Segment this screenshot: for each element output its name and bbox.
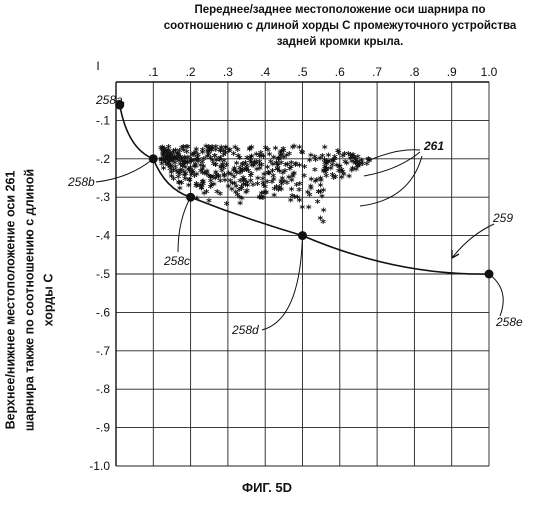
x-tick-label: .4 [260, 65, 270, 79]
corner-label: I [96, 59, 99, 73]
scatter-point: * [280, 168, 286, 181]
x-tick-label: .9 [447, 65, 457, 79]
scatter-point: * [291, 142, 297, 155]
scatter-point: * [193, 147, 199, 160]
tick-labels: .1 .2 .3 .4 .5 .6 .7 .8 .9 1.0 -.1 -.2 -.3 -.4 -.5 -.6 -… [89, 59, 497, 473]
y-tick-label: -.3 [96, 190, 110, 204]
scatter-point: * [183, 142, 189, 155]
scatter-point: * [314, 175, 320, 188]
scatter-point: * [307, 155, 313, 168]
scatter-point: * [204, 167, 210, 180]
scatter-point: * [265, 145, 271, 158]
scatter-point: * [315, 197, 321, 210]
scatter-point: * [268, 157, 274, 170]
leader-line [364, 152, 420, 176]
scatter-point: * [320, 217, 326, 230]
y-tick-label: -.2 [96, 152, 110, 166]
leader-line [262, 236, 303, 330]
scatter-point: * [210, 172, 216, 185]
scatter-point: * [186, 175, 192, 188]
scatter-point: * [159, 159, 165, 172]
scatter-point: * [243, 158, 249, 171]
scatter-point: * [213, 160, 219, 173]
x-tick-label: .6 [335, 65, 345, 79]
point-label: 258d [231, 323, 259, 337]
y-tick-label: -.8 [96, 382, 110, 396]
y-tick-label: -.6 [96, 305, 110, 319]
y-tick-label: -.9 [96, 421, 110, 435]
scatter-point: * [227, 145, 233, 158]
scatter-point: * [299, 147, 305, 160]
scatter-point: * [342, 157, 348, 170]
scatter-point: * [336, 148, 342, 161]
scatter-point: * [203, 141, 209, 154]
y-tick-label: -.7 [96, 344, 110, 358]
scatter-point: * [330, 170, 336, 183]
scatter-label: 261 [423, 139, 444, 153]
scatter-point: * [235, 145, 241, 158]
point-label: 258b [67, 175, 95, 189]
y-tick-label: -.1 [96, 113, 110, 127]
curve-label: 259 [492, 211, 513, 225]
scatter-point: * [218, 146, 224, 159]
point-label: 258c [163, 254, 190, 268]
scatter-point: * [281, 146, 287, 159]
x-tick-label: .3 [223, 65, 233, 79]
scatter-point: * [174, 148, 180, 161]
scatter-point: * [247, 144, 253, 157]
x-tick-label: 1.0 [481, 65, 498, 79]
scatter-point: * [259, 188, 265, 201]
point-label: 258a [95, 93, 123, 107]
x-tick-label: .5 [297, 65, 307, 79]
scatter-point: * [260, 174, 266, 187]
y-tick-label: -1.0 [89, 459, 110, 473]
scatter-point: * [233, 188, 239, 201]
scatter-point: * [164, 148, 170, 161]
x-tick-label: .2 [186, 65, 196, 79]
point-label: 258e [495, 315, 523, 329]
leader-line [489, 274, 503, 316]
scatter-point: * [226, 169, 232, 182]
scatter-point: * [295, 192, 301, 205]
x-tick-label: .8 [409, 65, 419, 79]
scatter-point: * [359, 156, 365, 169]
figure-caption: ФИГ. 5D [0, 480, 534, 495]
scatter-point: * [365, 154, 371, 167]
scatter-point: * [197, 180, 203, 193]
scatter-point: * [271, 190, 277, 203]
scatter-point: * [336, 166, 342, 179]
scatter-point: * [297, 179, 303, 192]
scatter-point: * [217, 189, 223, 202]
scatter-point: * [286, 172, 292, 185]
y-tick-label: -.5 [96, 267, 110, 281]
scatter-point: * [305, 187, 311, 200]
scatter-point: * [306, 203, 312, 216]
x-tick-label: .7 [372, 65, 382, 79]
leader-line [178, 197, 191, 252]
scatter-point: * [312, 152, 318, 165]
scatter-point: * [293, 159, 299, 172]
scatter-point: * [350, 163, 356, 176]
scatter-point: * [329, 156, 335, 169]
scatter-point: * [216, 172, 222, 185]
scatter-point: * [241, 175, 247, 188]
scatter-point: * [288, 196, 294, 209]
scatter-point: * [168, 167, 174, 180]
y-tick-label: -.4 [96, 229, 110, 243]
leader-line [452, 224, 494, 258]
scatter-point: * [252, 158, 258, 171]
scatter-point: * [231, 166, 237, 179]
x-tick-label: .1 [148, 65, 158, 79]
annotations: 258a 258b 258c 258d 258e 261 259 [67, 93, 523, 337]
